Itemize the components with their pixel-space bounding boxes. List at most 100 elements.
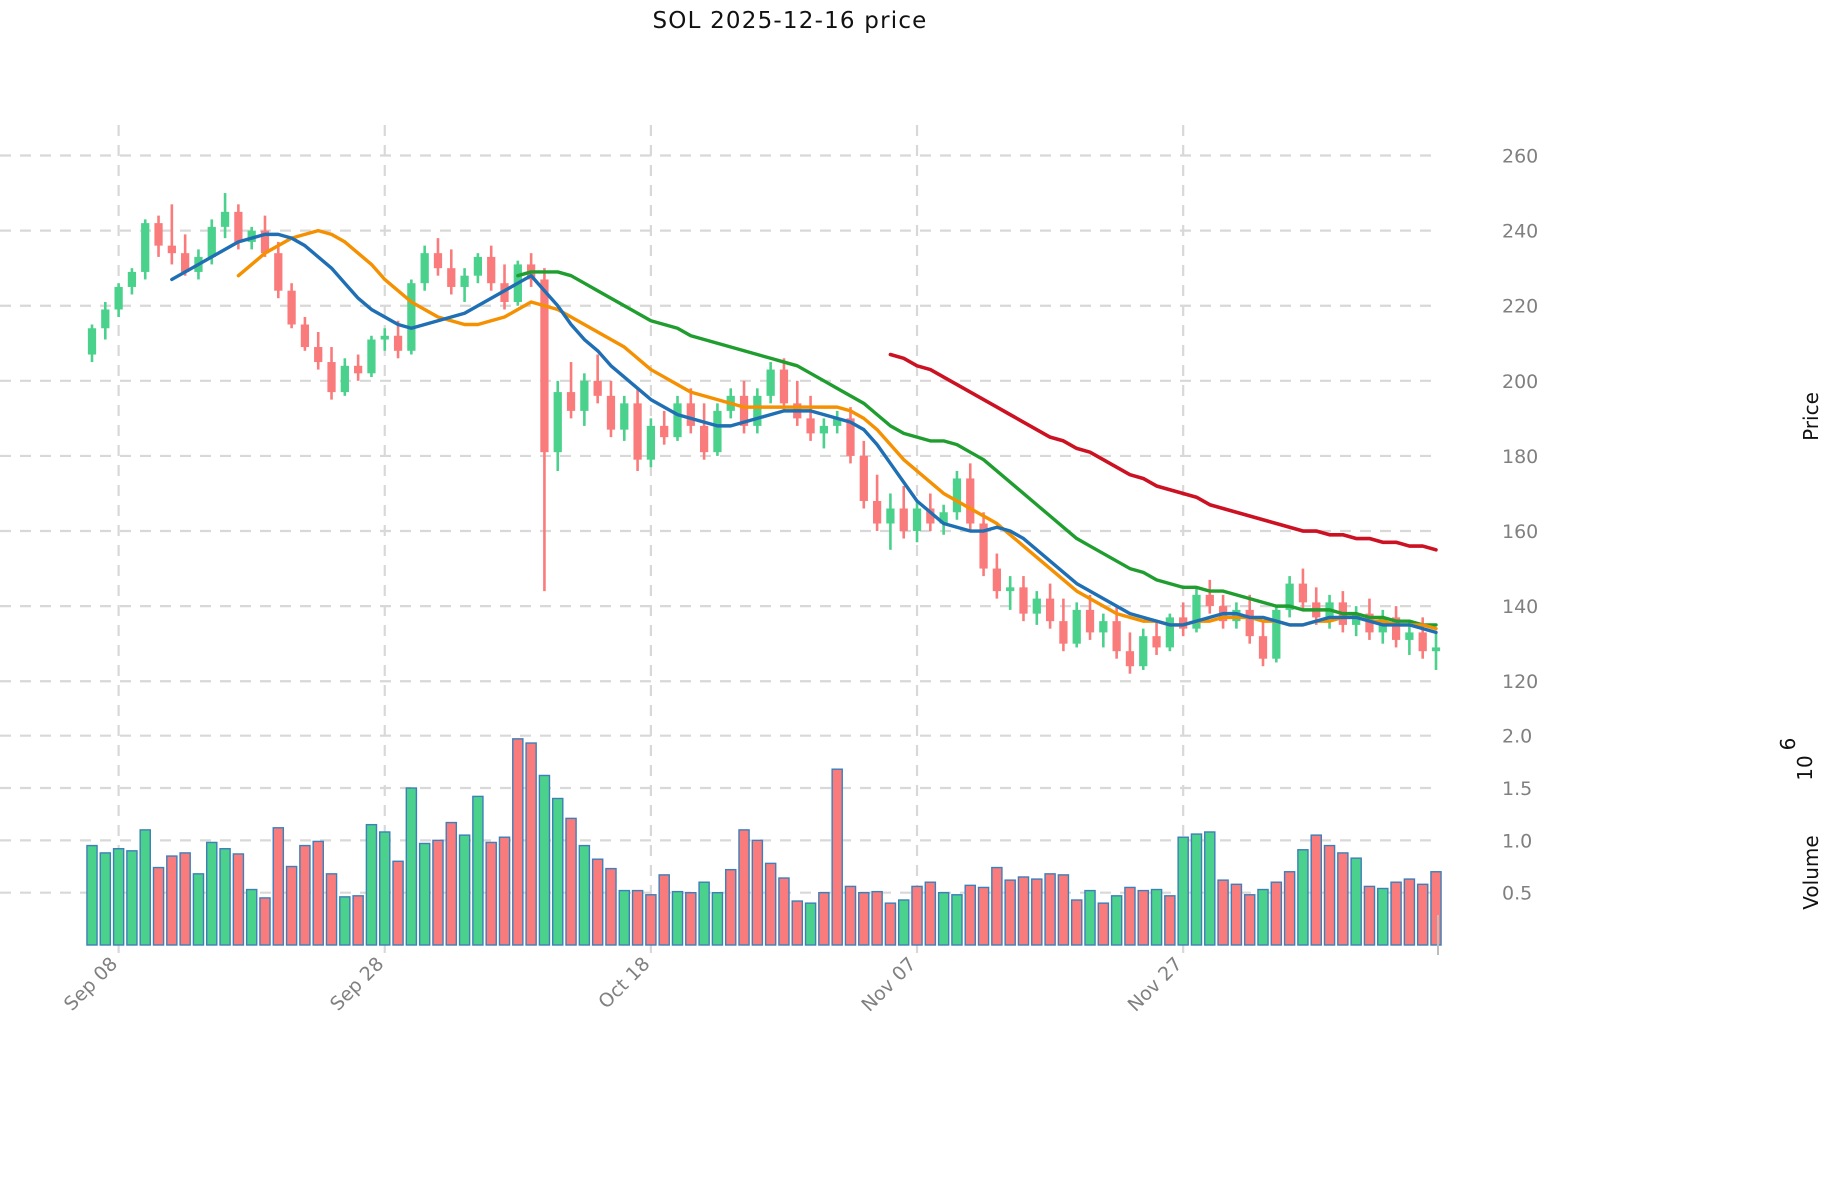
- price-tick-label: 220: [1502, 296, 1538, 318]
- volume-bar: [1416, 883, 1429, 946]
- volume-exponent-superscript: 6: [1776, 738, 1800, 751]
- volume-bar: [831, 768, 843, 946]
- volume-bar: [1084, 889, 1096, 946]
- chart-title: SOL 2025-12-16 price: [652, 8, 928, 34]
- volume-bar: [485, 841, 497, 946]
- ma-fast-line: [170, 232, 1438, 635]
- candle-body: [1125, 651, 1135, 667]
- candle-body: [1352, 613, 1361, 625]
- candle-body: [101, 309, 110, 329]
- volume-bar: [365, 823, 378, 946]
- candle-body: [1099, 621, 1108, 633]
- candle-body: [1085, 609, 1095, 633]
- volume-bar: [645, 894, 657, 946]
- volume-bar: [192, 873, 205, 946]
- volume-bar: [112, 848, 125, 946]
- volume-tick-label: 1.5: [1502, 778, 1532, 800]
- volume-bar: [1164, 895, 1176, 946]
- volume-axis-name: Volume: [1799, 835, 1823, 909]
- volume-bar: [578, 844, 591, 946]
- volume-bar: [1403, 878, 1416, 946]
- volume-bar: [472, 795, 484, 946]
- volume-bar: [1124, 886, 1136, 946]
- candle-body: [912, 508, 922, 532]
- grid-layer: [0, 125, 1440, 953]
- volume-bar: [1217, 879, 1229, 946]
- volume-bar: [525, 742, 537, 946]
- volume-bar: [99, 852, 112, 946]
- volume-bar: [991, 866, 1003, 946]
- price-tick-label: 160: [1502, 521, 1538, 543]
- volume-bar: [1204, 831, 1216, 946]
- candle-body: [553, 392, 562, 453]
- volume-bar: [1243, 894, 1256, 946]
- price-tick-label: 200: [1502, 371, 1538, 393]
- volume-bar: [1337, 852, 1349, 946]
- volume-bar: [139, 829, 151, 946]
- volume-bar: [871, 890, 883, 946]
- volume-bar: [179, 852, 191, 946]
- moving-average-lines-layer: [170, 228, 1438, 635]
- volume-bar: [565, 817, 577, 946]
- volume-bar: [671, 890, 684, 946]
- volume-bar: [1137, 889, 1150, 946]
- volume-bar: [458, 834, 471, 946]
- volume-bar: [259, 897, 271, 946]
- volume-bar: [778, 877, 790, 946]
- candle-body: [1139, 636, 1148, 667]
- volume-bar: [538, 774, 551, 946]
- candle-body: [1431, 647, 1441, 652]
- candle-body: [992, 568, 1001, 592]
- candle-body: [287, 290, 296, 325]
- candle-body: [393, 335, 403, 351]
- candle-body: [114, 286, 123, 310]
- candle-body: [407, 283, 416, 351]
- volume-bar: [698, 881, 710, 946]
- volume-bar: [498, 836, 511, 946]
- candle-body: [300, 324, 310, 348]
- volume-bar: [285, 865, 298, 946]
- volume-bar: [751, 839, 764, 946]
- ma-slow-line: [516, 270, 1438, 627]
- candle-body: [420, 253, 429, 284]
- candle-body: [1179, 617, 1188, 629]
- volume-bar: [1257, 888, 1269, 946]
- volume-bar: [1310, 834, 1322, 946]
- candle-body: [1192, 594, 1201, 629]
- price-tick-label: 240: [1502, 221, 1538, 243]
- price-tick-label: 120: [1502, 671, 1538, 693]
- candle-body: [473, 256, 483, 276]
- candle-body: [314, 347, 323, 363]
- candle-body: [367, 339, 376, 374]
- volume-bar: [791, 900, 804, 946]
- volume-bar: [126, 850, 138, 946]
- candle-body: [1006, 587, 1015, 592]
- volume-bar: [685, 891, 697, 946]
- x-tick-label: Sep 08: [60, 953, 122, 1015]
- candle-body: [1245, 609, 1254, 637]
- volume-bar: [512, 738, 524, 946]
- candle-body: [1059, 621, 1068, 644]
- volume-bar: [1377, 887, 1389, 946]
- volume-bar: [911, 885, 923, 946]
- volume-bar: [352, 895, 364, 946]
- candle-body: [354, 365, 363, 374]
- volume-bar: [1110, 895, 1123, 946]
- volume-bar: [1017, 876, 1030, 946]
- volume-bar: [432, 839, 444, 946]
- candle-body: [260, 230, 270, 254]
- volume-bar: [1390, 881, 1402, 946]
- candle-body: [739, 395, 749, 426]
- volume-bar: [1190, 833, 1203, 946]
- candle-body: [686, 403, 695, 426]
- candle-body: [886, 508, 895, 524]
- candle-body: [766, 369, 775, 396]
- volume-bar: [206, 841, 218, 946]
- volume-bar: [1350, 857, 1362, 946]
- candle-body: [327, 362, 336, 393]
- volume-bar: [1004, 879, 1016, 946]
- volume-bar: [86, 844, 98, 946]
- volume-bar: [591, 858, 604, 946]
- volume-bar: [1057, 874, 1070, 946]
